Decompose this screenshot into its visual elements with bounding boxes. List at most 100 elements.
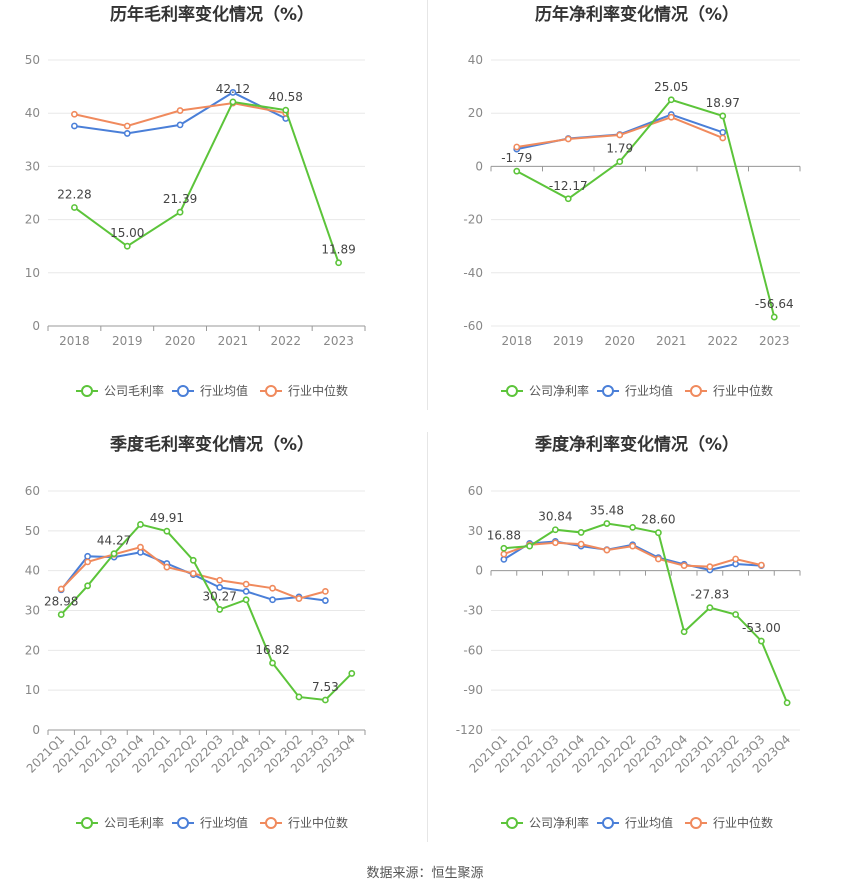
chart-annual-gross: 历年毛利率变化情况（%） 0 10 20 30 40 50 2018 2019 2020 2021 2… [0,0,425,430]
chart-title: 历年净利率变化情况（%） [535,4,739,25]
y-tick-label: 50 [25,524,40,538]
series-line-company [517,100,775,317]
data-point-company [138,522,143,527]
data-label: -12.17 [549,179,588,193]
chart-panel-quarterly-gross: 季度毛利率变化情况（%） 0 10 20 30 40 50 60 2021Q1 2021Q2 202… [0,430,425,860]
legend-marker-company [82,386,92,396]
legend-marker-industry_avg [603,386,613,396]
data-point-industry_median [720,135,725,140]
data-point-company [604,521,609,526]
legend-marker-company [507,818,517,828]
x-tick-label: 2023 [323,334,354,348]
legend-label: 行业中位数 [288,815,348,830]
data-point-company [759,638,764,643]
legend-marker-industry_median [691,386,701,396]
legend-marker-industry_median [266,386,276,396]
data-point-company [501,546,506,551]
data-label: -27.83 [691,588,730,602]
data-point-industry_avg [244,589,249,594]
data-point-company [720,113,725,118]
y-tick-label: 60 [25,484,40,498]
x-tick-label: 2018 [59,334,90,348]
data-point-company [85,583,90,588]
y-tick-label: -30 [463,604,483,618]
data-point-company [336,260,341,265]
data-point-industry_median [501,551,506,556]
data-label: 21.39 [163,192,197,206]
x-tick-label: 2022 [270,334,301,348]
y-tick-label: 30 [468,524,483,538]
data-label: 42.12 [216,82,250,96]
data-label: -53.00 [742,621,781,635]
data-label: 30.84 [538,510,572,524]
legend-label: 行业均值 [625,815,673,830]
y-tick-label: 30 [25,159,40,173]
data-point-company [283,108,288,113]
data-point-industry_avg [177,122,182,127]
chart-panel-annual-gross: 历年毛利率变化情况（%） 0 10 20 30 40 50 2018 2019 2020 2021 2… [0,0,425,430]
y-tick-label: -60 [463,643,483,657]
data-point-company [323,697,328,702]
data-label: 44.27 [97,534,131,548]
legend-label: 行业均值 [625,383,673,398]
y-tick-label: 0 [32,723,40,737]
data-point-industry_median [125,123,130,128]
chart-title: 季度毛利率变化情况（%） [110,434,314,455]
chart-title: 季度净利率变化情况（%） [535,434,739,455]
data-label: -56.64 [755,297,794,311]
data-point-industry_median [191,571,196,576]
y-tick-label: 60 [468,484,483,498]
chart-panel-quarterly-net: 季度净利率变化情况（%） -120 -90 -60 -30 0 30 60 2021Q1 2021… [425,430,850,860]
data-point-industry_median [733,556,738,561]
data-label: 11.89 [321,243,355,257]
data-point-company [617,159,622,164]
chart-quarterly-net: 季度净利率变化情况（%）-120-90-60-30030602021Q12021… [425,430,850,860]
data-point-company [669,97,674,102]
data-point-industry_median [579,542,584,547]
data-point-industry_median [138,545,143,550]
data-point-industry_median [164,564,169,569]
y-tick-label: 40 [25,106,40,120]
data-point-company [244,597,249,602]
data-label: 49.91 [150,511,184,525]
y-tick-label: 10 [25,683,40,697]
x-tick-label: 2022 [707,334,738,348]
legend-label: 行业中位数 [713,383,773,398]
y-tick-label: 40 [25,564,40,578]
data-point-company [296,694,301,699]
x-tick-label: 2023 [759,334,790,348]
data-point-industry_median [59,586,64,591]
data-label: 18.97 [706,96,740,110]
data-point-industry_median [553,540,558,545]
legend-label: 行业中位数 [288,383,348,398]
data-point-industry_median [604,547,609,552]
data-point-company [579,530,584,535]
chart-title: 历年毛利率变化情况（%） [110,4,314,25]
data-point-company [270,660,275,665]
y-tick-label: 20 [468,106,483,120]
data-point-industry_median [85,559,90,564]
y-tick-label: 30 [25,604,40,618]
y-tick-label: -60 [463,319,483,333]
data-point-company [682,629,687,634]
y-tick-label: 50 [25,53,40,67]
y-tick-label: -40 [463,266,483,280]
data-point-industry_median [759,562,764,567]
y-tick-label: -90 [463,683,483,697]
x-tick-label: 2020 [165,334,196,348]
data-point-industry_avg [85,554,90,559]
chart-quarterly-gross: 季度毛利率变化情况（%）01020304050602021Q12021Q2202… [0,430,425,860]
y-tick-label: 0 [475,159,483,173]
x-tick-label: 2020 [604,334,635,348]
data-point-industry_median [707,564,712,569]
legend-label: 公司净利率 [529,815,589,830]
data-point-company [707,605,712,610]
legend-marker-company [507,386,517,396]
legend-marker-company [82,818,92,828]
x-tick-label: 2021 [218,334,249,348]
data-label: 28.60 [641,513,675,527]
data-point-industry_median [244,582,249,587]
x-tick-label: 2021 [656,334,687,348]
legend-marker-industry_median [691,818,701,828]
legend-label: 行业中位数 [713,815,773,830]
